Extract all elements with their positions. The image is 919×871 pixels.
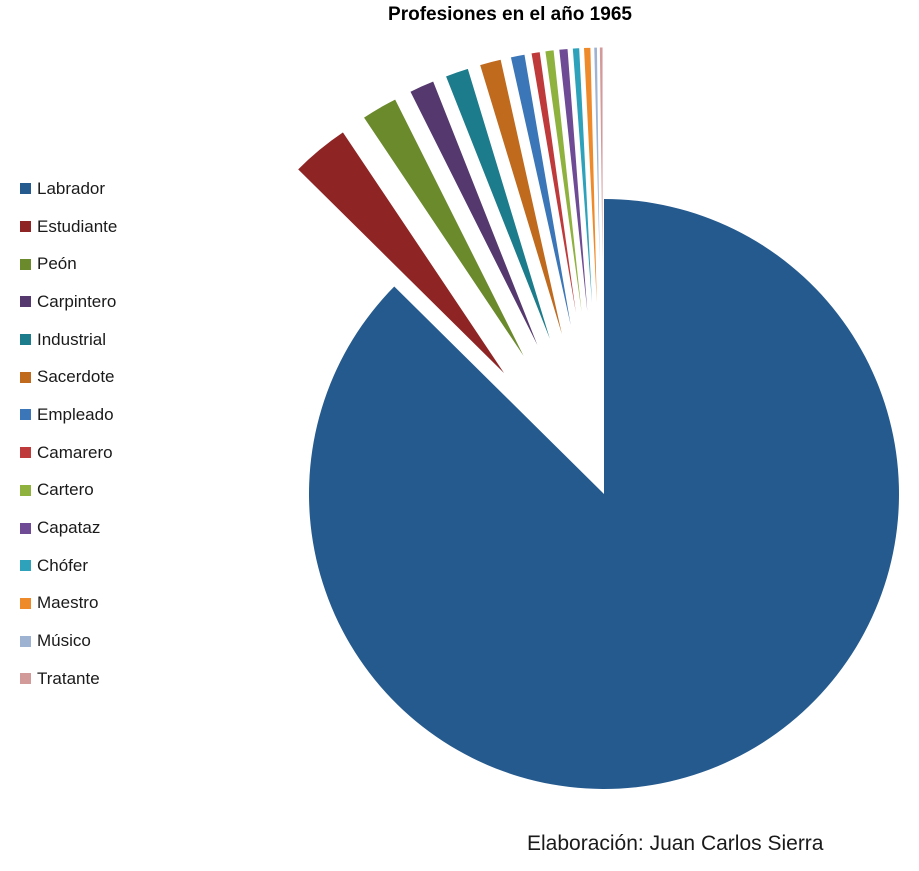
legend-item: Estudiante (20, 208, 117, 246)
legend-swatch (20, 183, 31, 195)
legend-item: Sacerdote (20, 358, 117, 396)
legend-label: Chófer (37, 555, 89, 575)
legend: Labrador Estudiante Peón Carpintero Industri… (20, 170, 117, 698)
legend-item: Peón (20, 245, 117, 283)
pie-slice-chófer (571, 47, 595, 343)
pie-slice-empleado (509, 53, 576, 345)
pie-slice-sacerdote (478, 58, 566, 348)
legend-swatch (20, 597, 31, 609)
legend-item: Capataz (20, 509, 117, 547)
legend-item: Empleado (20, 396, 117, 434)
legend-swatch (20, 484, 31, 496)
legend-label: Camarero (37, 442, 113, 462)
legend-item: Maestro (20, 585, 117, 623)
legend-label: Cartero (37, 480, 94, 500)
legend-label: Sacerdote (37, 367, 115, 387)
legend-swatch (20, 522, 31, 534)
legend-label: Capataz (37, 518, 101, 538)
pie-slice-cartero (544, 49, 586, 344)
legend-item: Músico (20, 622, 117, 660)
pie-slice-estudiante (296, 130, 508, 378)
legend-swatch (20, 409, 31, 421)
legend-swatch (20, 560, 31, 572)
legend-label: Industrial (37, 329, 106, 349)
legend-item: Tratante (20, 660, 117, 698)
legend-label: Maestro (37, 593, 99, 613)
legend-swatch (20, 221, 31, 233)
chart-title: Profesiones en el año 1965 (388, 4, 632, 25)
legend-label: Músico (37, 631, 91, 651)
legend-swatch (20, 296, 31, 308)
legend-item: Camarero (20, 434, 117, 472)
legend-swatch (20, 673, 31, 685)
legend-item: Carpintero (20, 283, 117, 321)
pie-slice-labrador (308, 199, 899, 790)
legend-label: Estudiante (37, 216, 118, 236)
pie-slice-músico (593, 46, 602, 343)
legend-item: Chófer (20, 547, 117, 585)
pie-slice-carpintero (409, 80, 543, 356)
pie-slice-capataz (558, 47, 591, 343)
legend-label: Peón (37, 254, 77, 274)
legend-item: Cartero (20, 472, 117, 510)
pie-slice-maestro (582, 46, 599, 343)
legend-item: Industrial (20, 321, 117, 359)
pie-slice-tratante (598, 46, 604, 343)
legend-swatch (20, 371, 31, 383)
legend-item: Labrador (20, 170, 117, 208)
credit-text: Elaboración: Juan Carlos Sierra (527, 832, 824, 855)
legend-label: Tratante (37, 668, 100, 688)
legend-swatch (20, 334, 31, 346)
pie-slice-peón (362, 98, 528, 363)
legend-label: Carpintero (37, 291, 117, 311)
legend-label: Empleado (37, 404, 114, 424)
legend-label: Labrador (37, 178, 106, 198)
legend-swatch (20, 447, 31, 459)
pie-slice-camarero (530, 51, 582, 344)
legend-swatch (20, 258, 31, 270)
pie-slice-industrial (444, 67, 555, 351)
legend-swatch (20, 635, 31, 647)
